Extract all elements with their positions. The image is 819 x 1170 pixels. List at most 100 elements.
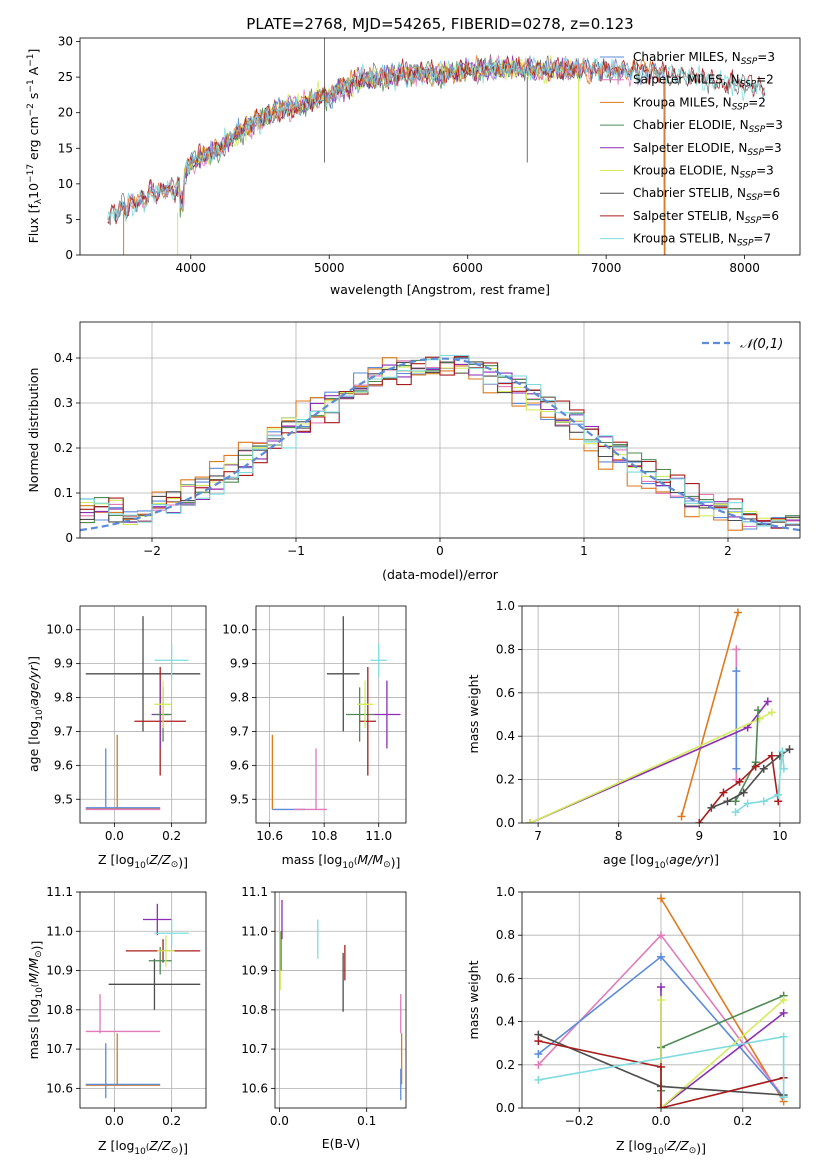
y-tick-label: 0.6 [496, 686, 515, 700]
label-part: age/yr [26, 665, 41, 706]
y-tick-label: 9.9 [54, 657, 73, 671]
legend-label: Salpeter MILES, NSSP=2 [633, 73, 774, 90]
legend-sub: SSP [746, 193, 763, 203]
y-tick-label: 0.6 [496, 971, 515, 985]
label-part: mass [log [26, 999, 41, 1060]
legend-text: Kroupa ELODIE, N [633, 164, 740, 178]
label-part: Z [log [98, 852, 134, 867]
legend-n: =6 [761, 209, 779, 223]
spectrum-line [114, 54, 665, 255]
weight-line [660, 999, 785, 1108]
y-axis-label: age [log10(age/yr)] [26, 656, 45, 772]
age_vs_mass-plot: 10.6 10.8 11.0 9.5 9.6 9.7 9.8 9.9 10.0 mass [log… [222, 605, 407, 871]
weight-line [680, 612, 739, 817]
weight_vs_Z-frame [521, 891, 801, 1109]
x-tick-label: −2 [143, 544, 161, 558]
x-tick-label: 0.2 [162, 1114, 181, 1128]
legend-sub: SSP [740, 171, 757, 181]
x-tick-label: 0.0 [105, 1114, 124, 1128]
y-tick-label: 10.0 [222, 623, 249, 637]
label-part: age/yr [669, 852, 710, 867]
label-part: ( [146, 857, 150, 867]
y-tick-label: 0 [65, 531, 73, 545]
label-part: Z [log [616, 1138, 652, 1153]
x-axis-label: (data-model)/error [382, 567, 499, 582]
y-tick-label: 0.2 [496, 1058, 515, 1072]
y-tick-label: 0.4 [496, 1015, 515, 1029]
y-axis-label: mass weight [466, 674, 481, 753]
legend-n: =7 [753, 232, 771, 246]
x-axis-label: Z [log10(Z/Z⊙)] [616, 1138, 706, 1157]
label-part: Z/Z [148, 852, 171, 867]
label-part: 10 [35, 987, 45, 999]
legend-text: Salpeter STELIB, N [633, 209, 745, 223]
spectrum-line [114, 55, 665, 255]
legend-text: Chabrier STELIB, N [633, 186, 746, 200]
legend-n: =2 [756, 73, 774, 87]
label-part: −1 [26, 79, 36, 92]
residuals-plot: −2 −1 0 1 2 0 0.1 0.2 0.3 0.4 𝒩(0,1) (data-model)/e… [26, 321, 801, 582]
label-part: ( [146, 1143, 150, 1153]
x-tick-label: 9 [695, 829, 703, 843]
y-tick-label: 9.8 [230, 691, 249, 705]
label-part: age [log [26, 721, 41, 772]
y-tick-label: 9.5 [54, 792, 73, 806]
x-tick-label: 10.8 [311, 829, 338, 843]
x-tick-label: 1 [580, 544, 588, 558]
y-tick-label: 10.0 [46, 623, 73, 637]
label-part: 10 [654, 861, 666, 871]
label-part: 10 [26, 183, 41, 199]
y-tick-label: 0.2 [496, 773, 515, 787]
y-tick-label: 9.7 [54, 724, 73, 738]
weight-line [538, 1040, 784, 1108]
mass_vs_Z-frame [79, 891, 207, 1109]
y-tick-label: 20 [58, 106, 73, 120]
legend-label: Salpeter ELODIE, NSSP=3 [633, 141, 782, 158]
age_vs_mass-marks [271, 616, 401, 811]
label-part: −2 [26, 103, 36, 116]
x-tick-label: 11.0 [365, 829, 392, 843]
spectrum-line [107, 56, 766, 223]
x-axis-label: mass [log10(M/M⊙)] [282, 852, 401, 871]
label-part: ( [31, 984, 41, 988]
x-tick-label: 2 [724, 544, 732, 558]
y-tick-label: 0.0 [496, 1101, 515, 1115]
x-tick-label: 5000 [314, 261, 345, 275]
mass_vs_EBV-marks [279, 899, 403, 1101]
y-tick-label: 0 [65, 248, 73, 262]
y-tick-label: 0.1 [54, 486, 73, 500]
figure-title: PLATE=2768, MJD=54265, FIBERID=0278, z=0… [246, 15, 633, 33]
label-part: )] [178, 1141, 188, 1156]
x-axis-label: wavelength [Angstrom, rest frame] [330, 282, 550, 297]
y-tick-label: 10.9 [46, 964, 73, 978]
y-tick-label: 9.9 [230, 657, 249, 671]
weight_vs_Z-marks [534, 894, 788, 1108]
x-tick-label: 4000 [175, 261, 206, 275]
y-tick-label: 9.6 [230, 758, 249, 772]
y-tick-label: 0.8 [496, 642, 515, 656]
y-axis-label: mass [log10(M/M⊙)] [26, 941, 45, 1060]
label-part: ⊙ [171, 1146, 179, 1156]
label-part: M/M [357, 852, 383, 867]
legend-sub: SSP [732, 102, 749, 112]
label-part: 10 [652, 1147, 664, 1157]
label-part: mass [log [282, 852, 343, 867]
gaussian-curve [80, 357, 800, 532]
x-tick-label: 0.0 [105, 829, 124, 843]
label-part: Z/Z [666, 1138, 689, 1153]
label-part: ( [666, 857, 670, 867]
y-tick-label: 11.1 [241, 885, 268, 899]
label-part: erg cm [26, 116, 41, 164]
label-part: ( [354, 857, 358, 867]
x-axis-label: Z [log10(Z/Z⊙)] [98, 1138, 188, 1157]
y-axis-label: Normed distribution [26, 368, 41, 493]
legend-sub: SSP [745, 216, 762, 226]
x-tick-label: −1 [287, 544, 305, 558]
y-tick-label: 10.8 [241, 1003, 268, 1017]
x-axis-label: Z [log10(Z/Z⊙)] [98, 852, 188, 871]
x-tick-label: 7000 [591, 261, 622, 275]
plots-root: 4000 5000 6000 7000 8000051015202530Chabrier… [26, 35, 801, 1157]
legend-label: Kroupa STELIB, NSSP=7 [633, 232, 771, 249]
